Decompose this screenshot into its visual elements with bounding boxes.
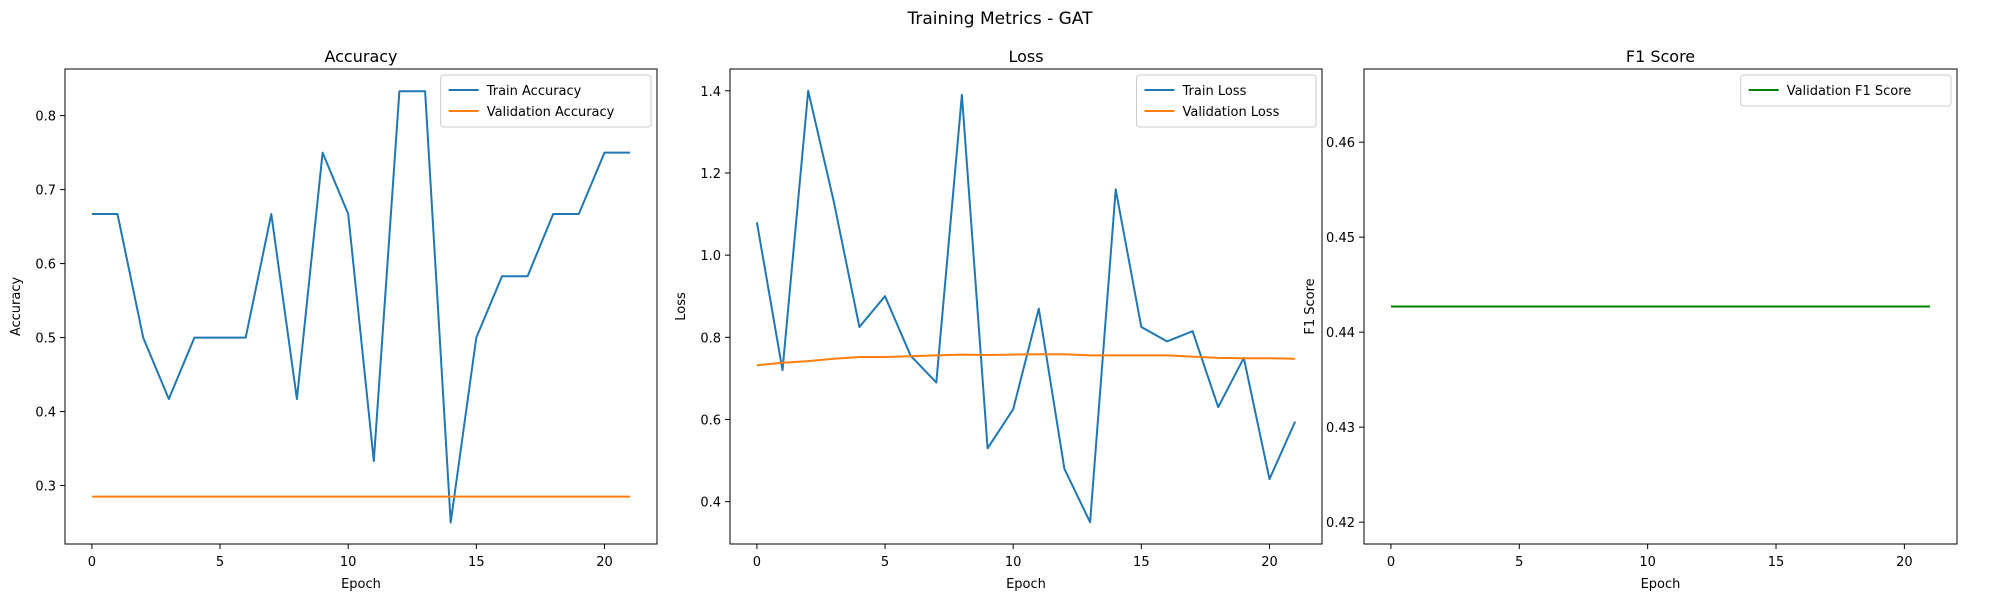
- y-tick-label: 1.2: [700, 167, 721, 182]
- y-tick-label: 1.4: [700, 85, 721, 100]
- y-tick-label: 0.42: [1326, 516, 1355, 531]
- y-tick-label: 0.4: [35, 406, 56, 421]
- y-tick-label: 0.8: [35, 110, 56, 125]
- y-tick-label: 0.43: [1326, 421, 1355, 436]
- y-tick-label: 0.3: [35, 480, 56, 495]
- x-tick-label: 20: [1896, 555, 1913, 570]
- legend-label: Train Accuracy: [486, 84, 582, 99]
- x-tick-label: 5: [216, 555, 224, 570]
- y-axis-label: F1 Score: [1303, 278, 1318, 334]
- subplot-f1-score: 0 5 10 15 20 0.42 0.43 0.44 0.45 0.46 F1 Score Epoc…: [1303, 47, 1958, 592]
- legend: Train Accuracy Validation Accuracy: [440, 74, 652, 128]
- series-line-train-loss: [755, 89, 1297, 524]
- x-axis-label: Epoch: [1006, 577, 1046, 592]
- series-line-validation-loss: [756, 353, 1296, 367]
- x-tick-label: 5: [881, 555, 889, 570]
- y-tick-label: 0.46: [1326, 136, 1355, 151]
- x-tick-label: 0: [753, 555, 761, 570]
- x-tick-label: 15: [468, 555, 485, 570]
- axes-frame: [64, 68, 658, 545]
- subplot-loss: 0 5 10 15 20 0.4 0.6 0.8 1.0 1.2 1.4 Loss Epoch Loss T…: [674, 47, 1323, 592]
- axes-frame: [1363, 68, 1958, 545]
- y-tick-label: 1.0: [700, 249, 721, 264]
- y-tick-label: 0.7: [35, 184, 56, 199]
- x-tick-label: 10: [340, 555, 357, 570]
- y-tick-label: 0.45: [1326, 231, 1355, 246]
- legend-box: [1136, 74, 1317, 128]
- y-tick-label: 0.6: [700, 413, 721, 428]
- y-tick-label: 0.5: [35, 332, 56, 347]
- x-tick-label: 0: [1387, 555, 1395, 570]
- legend: Validation F1 Score: [1740, 74, 1952, 107]
- legend-box: [440, 74, 652, 128]
- legend-label: Validation Loss: [1183, 105, 1280, 120]
- y-tick-label: 0.6: [35, 258, 56, 273]
- x-tick-label: 10: [1005, 555, 1022, 570]
- x-tick-label: 0: [88, 555, 96, 570]
- y-tick-label: 0.8: [700, 331, 721, 346]
- x-tick-label: 20: [596, 555, 613, 570]
- x-axis-label: Epoch: [341, 577, 381, 592]
- axes-frame: [729, 68, 1323, 545]
- legend-box: [1740, 74, 1952, 107]
- figure-title: Training Metrics - GAT: [907, 9, 1093, 29]
- x-tick-label: 15: [1768, 555, 1785, 570]
- x-tick-label: 15: [1133, 555, 1150, 570]
- legend-label: Validation Accuracy: [487, 105, 615, 120]
- series-line-train-accuracy: [91, 90, 631, 524]
- legend: Train Loss Validation Loss: [1136, 74, 1317, 128]
- subplot-title: F1 Score: [1626, 47, 1695, 66]
- y-axis-label: Loss: [674, 292, 689, 321]
- y-tick-label: 0.44: [1326, 326, 1355, 341]
- subplot-title: Accuracy: [324, 47, 397, 66]
- x-tick-label: 5: [1515, 555, 1523, 570]
- x-tick-label: 10: [1639, 555, 1656, 570]
- legend-label: Validation F1 Score: [1787, 84, 1912, 99]
- legend-label: Train Loss: [1182, 84, 1247, 99]
- subplot-accuracy: 0 5 10 15 20 0.3 0.4 0.5 0.6 0.7 0.8 Accuracy Epoch A…: [9, 47, 658, 592]
- y-tick-label: 0.4: [700, 496, 721, 511]
- x-axis-label: Epoch: [1641, 577, 1681, 592]
- subplot-title: Loss: [1008, 47, 1043, 66]
- y-axis-label: Accuracy: [9, 277, 24, 337]
- x-tick-label: 20: [1261, 555, 1278, 570]
